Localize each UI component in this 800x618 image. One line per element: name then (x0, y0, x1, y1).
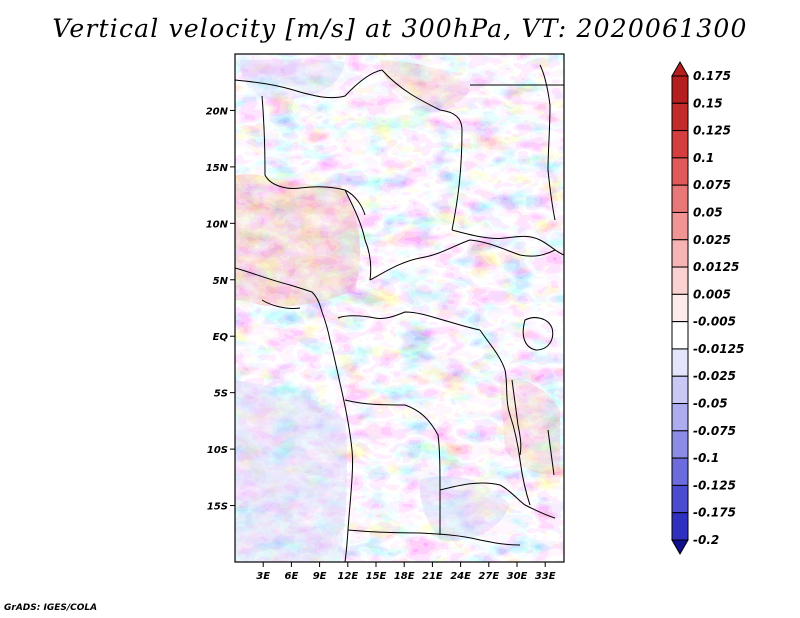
y-tick-label: EQ (213, 332, 229, 343)
chart-title: Vertical velocity [m/s] at 300hPa, VT: 2… (52, 14, 748, 43)
x-tick-label: 3E (256, 571, 270, 582)
y-tick-label: 20N (206, 106, 229, 117)
colorbar-segment (671, 375, 689, 405)
colorbar-label: 0.05 (693, 205, 723, 219)
lake-victoria (522, 317, 554, 351)
border-nigeria (261, 95, 366, 216)
colorbar-segment (671, 348, 689, 377)
colorbar-segment (671, 184, 689, 213)
border-zambia (439, 482, 556, 519)
colorbar-segment (671, 130, 689, 159)
colorbar-label: 0.025 (693, 233, 731, 247)
credit-label: GrADS: IGES/COLA (4, 603, 98, 613)
colorbar-label: -0.1 (693, 451, 719, 465)
colorbar-label: -0.125 (693, 478, 736, 492)
x-tick-label: 12E (337, 571, 358, 582)
river-niger (261, 299, 301, 309)
colorbar-label: -0.05 (693, 397, 728, 411)
field-negative-angola (419, 476, 510, 541)
colorbar-label: -0.175 (693, 506, 736, 520)
x-tick-label: 30E (507, 571, 528, 582)
country-borders (235, 64, 564, 562)
colorbar-label: 0.075 (693, 178, 731, 192)
lake-malawi (547, 429, 555, 476)
colorbar-label: 0.175 (693, 69, 731, 83)
colorbar-label: -0.0125 (693, 342, 744, 356)
colorbar-segment (671, 321, 689, 350)
colorbar-segment (671, 239, 689, 268)
x-tick-label: 6E (285, 571, 299, 582)
colorbar-segment (671, 512, 689, 541)
colorbar-segment (671, 266, 689, 295)
border-angola-south (347, 529, 521, 546)
border-sudan (451, 229, 564, 256)
field-negative-sahara (240, 59, 345, 100)
colorbar-segment (671, 457, 689, 486)
velocity-field (235, 54, 564, 562)
colorbar-segment (671, 157, 689, 186)
colorbar-label: -0.005 (693, 315, 736, 329)
x-tick-label: 18E (394, 571, 415, 582)
colorbar-segment (671, 403, 689, 432)
x-tick-label: 21E (422, 571, 443, 582)
colorbar-label: 0.1 (693, 151, 714, 165)
border-car (369, 239, 556, 281)
colorbar-top-arrow (671, 60, 689, 77)
plot-frame (234, 53, 565, 563)
y-tick-label: 5N (213, 276, 229, 287)
y-tick-label: 10N (206, 219, 229, 230)
colorbar-segment (671, 102, 689, 132)
colorbar-segment (671, 211, 689, 241)
coastline-west-africa (235, 267, 354, 562)
y-axis: 20N 15N 10N 5N EQ 5S 10S 15S (206, 106, 235, 513)
x-tick-label: 15E (366, 571, 387, 582)
colorbar-segment (671, 484, 689, 514)
y-tick-label: 10S (207, 445, 228, 456)
y-tick-label: 15S (207, 502, 228, 513)
colorbar-label: 0.15 (693, 96, 723, 110)
border-niger-north (235, 69, 383, 99)
border-chad (381, 69, 463, 231)
colorbar-label: -0.2 (693, 533, 719, 547)
colorbar-segment (671, 75, 689, 104)
colorbar-label: -0.075 (693, 424, 736, 438)
field-positive-west-africa (235, 174, 360, 307)
field-negative-south-atlantic (235, 380, 348, 562)
colorbar-label: -0.025 (693, 369, 736, 383)
border-angola (344, 399, 441, 535)
colorbar-segment (671, 293, 689, 323)
border-chad-cameroon (344, 189, 372, 281)
x-tick-label: 9E (313, 571, 327, 582)
colorbar-label: 0.125 (693, 124, 731, 138)
colorbar-label: 0.005 (693, 287, 731, 301)
border-congo (337, 311, 481, 331)
colorbar-bottom-arrow (671, 539, 689, 556)
field-positive-north (380, 60, 470, 107)
x-tick-label: 33E (535, 571, 556, 582)
border-drc-east (479, 329, 531, 506)
colorbar-label: 0.0125 (693, 260, 739, 274)
colorbar: 0.175 0.15 0.125 0.1 0.075 0.05 0.025 0.0125 0.0… (671, 60, 744, 556)
x-axis: 3E 6E 9E 12E 15E 18E 21E 24E 27E 30E 33E (256, 562, 556, 582)
border-ethiopia (539, 64, 556, 221)
x-tick-label: 27E (478, 571, 499, 582)
colorbar-segment (671, 430, 689, 459)
x-tick-label: 24E (450, 571, 471, 582)
y-tick-label: 15N (206, 163, 229, 174)
y-tick-label: 5S (214, 389, 228, 400)
lake-tanganyika (511, 379, 522, 456)
